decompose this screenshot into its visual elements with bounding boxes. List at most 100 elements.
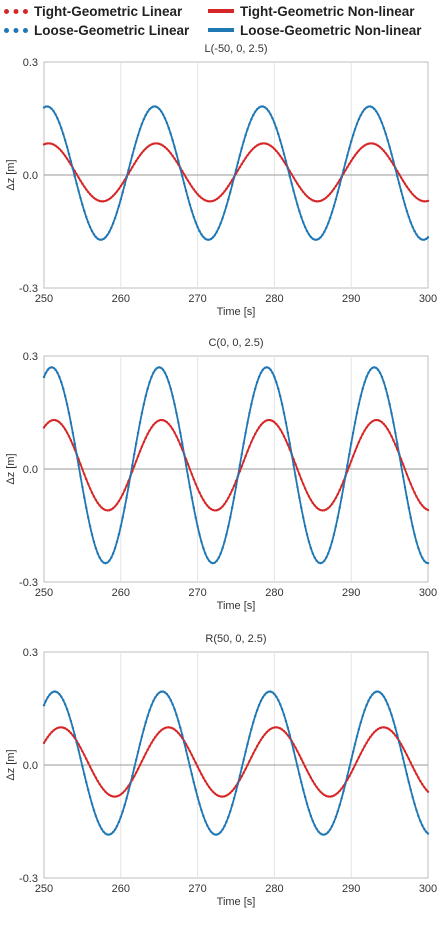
data-point — [369, 105, 372, 108]
data-point — [353, 421, 357, 424]
data-point — [111, 795, 115, 798]
data-point — [244, 431, 247, 435]
chart-center-point: C(0, 0, 2.5) 250 260 270 280 290 300 0.3 0.0 -0.3… — [5, 337, 437, 612]
data-point — [263, 142, 266, 145]
data-point — [351, 767, 355, 771]
data-point — [171, 428, 174, 431]
data-point — [305, 802, 309, 806]
data-point — [330, 190, 334, 193]
data-point — [290, 453, 293, 456]
data-point — [311, 237, 314, 240]
data-point — [46, 735, 50, 739]
data-point — [46, 421, 50, 425]
data-point — [152, 142, 155, 145]
series-line-1 — [43, 419, 429, 512]
data-point — [277, 387, 280, 390]
data-point — [171, 154, 174, 158]
data-point — [110, 794, 113, 798]
data-point — [236, 782, 240, 785]
data-point — [273, 147, 276, 151]
data-point — [177, 163, 180, 166]
data-point — [313, 238, 316, 241]
data-point — [123, 803, 126, 807]
data-point — [421, 824, 424, 827]
data-point — [384, 425, 387, 428]
data-point — [401, 757, 405, 760]
y-tick-label: -0.3 — [19, 283, 38, 295]
data-point — [407, 780, 410, 784]
data-point — [415, 196, 418, 200]
data-point — [388, 728, 391, 731]
data-point — [136, 767, 140, 771]
data-point — [238, 774, 242, 778]
data-point — [161, 113, 165, 116]
data-point — [67, 152, 71, 156]
data-point — [255, 144, 259, 147]
data-point — [148, 709, 151, 712]
data-point — [223, 211, 226, 214]
data-point — [98, 824, 101, 827]
data-point — [177, 439, 180, 442]
data-point — [244, 133, 247, 137]
data-point — [202, 198, 205, 201]
data-point — [100, 559, 103, 562]
data-point — [194, 221, 197, 224]
data-point — [398, 182, 401, 185]
data-point — [158, 419, 161, 422]
data-point — [142, 117, 146, 121]
data-point — [315, 559, 318, 562]
data-point — [365, 143, 368, 146]
data-point — [422, 827, 426, 831]
data-point — [342, 168, 345, 172]
data-point — [179, 734, 182, 737]
data-point — [351, 431, 355, 435]
data-point — [280, 431, 284, 434]
series-points-0 — [42, 142, 430, 203]
y-axis-label: Δz [m] — [5, 453, 17, 484]
data-point — [277, 425, 280, 428]
data-point — [165, 421, 169, 424]
data-point — [65, 157, 69, 160]
data-point — [244, 454, 247, 458]
data-point — [302, 516, 305, 519]
data-point — [173, 708, 176, 711]
data-point — [213, 792, 217, 795]
data-point — [79, 475, 82, 478]
data-point — [186, 179, 190, 182]
data-point — [405, 496, 409, 499]
data-point — [62, 425, 65, 428]
data-point — [357, 149, 361, 152]
data-point — [229, 791, 232, 795]
data-point — [204, 779, 207, 783]
data-point — [154, 142, 157, 145]
data-point — [115, 502, 119, 506]
data-point — [119, 793, 123, 796]
data-point — [419, 237, 422, 240]
data-point — [334, 793, 338, 796]
data-point — [376, 113, 380, 116]
data-point — [426, 199, 430, 203]
data-point — [129, 782, 132, 785]
data-point — [424, 788, 428, 791]
data-point — [405, 473, 409, 476]
data-point — [163, 691, 167, 694]
data-point — [50, 691, 53, 694]
data-point — [363, 709, 366, 712]
data-point — [44, 371, 48, 374]
data-point — [367, 142, 370, 145]
data-point — [361, 387, 364, 390]
data-point — [140, 122, 144, 126]
series-points-2 — [42, 105, 430, 241]
chart-title: R(50, 0, 2.5) — [205, 633, 266, 645]
data-point — [131, 778, 134, 781]
data-point — [158, 731, 161, 734]
data-point — [376, 144, 380, 147]
data-point — [417, 498, 420, 502]
data-point — [209, 200, 213, 203]
data-point — [194, 516, 197, 519]
data-point — [426, 790, 430, 793]
data-point — [344, 782, 347, 785]
data-point — [192, 215, 195, 219]
data-point — [321, 792, 324, 795]
data-point — [298, 473, 301, 476]
